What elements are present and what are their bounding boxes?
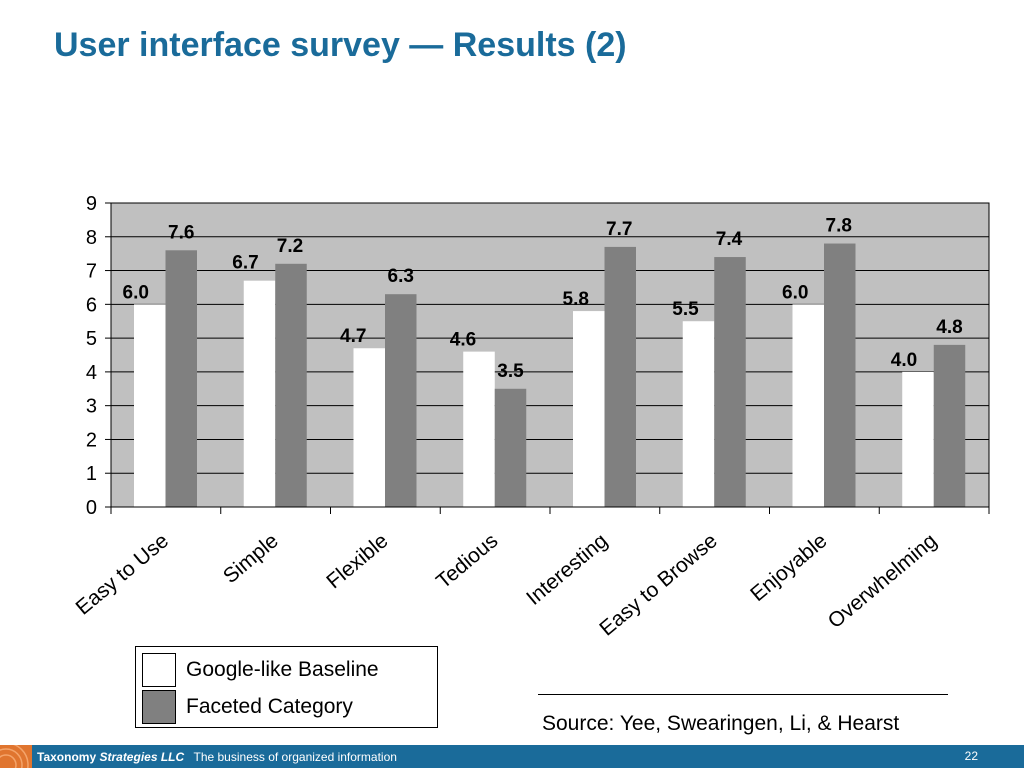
- y-tick-label-3: 3: [86, 396, 97, 418]
- bar-1-1: [275, 263, 307, 507]
- y-tick-label-9: 9: [86, 193, 97, 215]
- bar-1-5: [714, 257, 746, 507]
- legend-label-faceted: Faceted Category: [186, 695, 353, 718]
- data-label-0-1: 6.7: [232, 253, 258, 274]
- bar-0-1: [243, 280, 276, 507]
- source-citation: Source: Yee, Swearingen, Li, & Hearst: [542, 712, 900, 735]
- slide-title: User interface survey — Results (2): [54, 26, 627, 64]
- bar-1-3: [494, 388, 527, 507]
- x-tick-label-1: Simple: [219, 529, 283, 588]
- x-tick-label-4: Interesting: [522, 529, 612, 610]
- legend-item-faceted: Faceted Category: [142, 690, 353, 724]
- company-logo-icon: [0, 745, 32, 768]
- data-label-1-5: 7.4: [716, 229, 743, 250]
- bar-1-4: [604, 246, 636, 507]
- footer-bar: Taxonomy Strategies LLC The business of …: [0, 745, 1024, 768]
- bar-0-4: [573, 311, 605, 507]
- x-tick-label-2: Flexible: [322, 529, 392, 593]
- data-label-0-0: 6.0: [123, 282, 149, 303]
- y-tick-label-7: 7: [86, 261, 97, 283]
- y-tick-label-4: 4: [86, 362, 97, 384]
- data-label-1-1: 7.2: [277, 236, 303, 257]
- plot-area: [110, 202, 990, 508]
- bar-0-2: [353, 348, 385, 507]
- y-tick-label-5: 5: [86, 328, 97, 350]
- legend-label-baseline: Google-like Baseline: [186, 658, 379, 681]
- y-tick-label-6: 6: [86, 294, 97, 316]
- data-label-1-0: 7.6: [168, 222, 194, 243]
- chart-legend: Google-like Baseline Faceted Category: [135, 646, 438, 728]
- bar-0-0: [134, 304, 166, 507]
- x-tick-label-3: Tedious: [432, 529, 502, 593]
- data-label-0-5: 5.5: [672, 299, 699, 320]
- x-tick-label-0: Easy to Use: [72, 529, 174, 619]
- y-tick-label-0: 0: [86, 497, 97, 519]
- footer-tagline: The business of organized information: [193, 750, 397, 764]
- data-label-1-4: 7.7: [606, 219, 632, 240]
- legend-swatch-baseline: [142, 653, 176, 687]
- bar-1-2: [385, 294, 417, 507]
- legend-item-baseline: Google-like Baseline: [142, 653, 379, 687]
- bar-0-6: [792, 304, 824, 507]
- bar-1-0: [165, 250, 197, 508]
- bar-0-3: [463, 351, 495, 507]
- data-label-0-3: 4.6: [450, 330, 476, 351]
- bar-1-7: [933, 344, 966, 507]
- x-tick-label-5: Easy to Browse: [595, 529, 722, 640]
- footer-brand: Taxonomy: [37, 750, 97, 764]
- data-label-1-2: 6.3: [388, 266, 414, 287]
- page-number: 22: [964, 749, 978, 763]
- source-divider: [538, 694, 948, 695]
- footer-text: Taxonomy Strategies LLC The business of …: [37, 750, 397, 764]
- data-label-1-7: 4.8: [936, 317, 962, 338]
- data-label-0-2: 4.7: [340, 326, 366, 347]
- x-tick-label-7: Overwhelming: [824, 529, 942, 633]
- x-tick-label-6: Enjoyable: [746, 529, 831, 606]
- data-label-0-6: 6.0: [782, 282, 808, 303]
- data-label-0-7: 4.0: [891, 350, 917, 371]
- bar-0-5: [682, 321, 715, 507]
- footer-company: Strategies LLC: [99, 750, 185, 764]
- y-tick-label-2: 2: [86, 429, 97, 451]
- bar-0-7: [902, 371, 934, 507]
- data-label-1-6: 7.8: [826, 216, 852, 237]
- y-tick-label-8: 8: [86, 227, 97, 249]
- y-tick-label-1: 1: [86, 463, 97, 485]
- legend-swatch-faceted: [142, 690, 176, 724]
- bar-chart: 0 1 2 3 4 5 6 7 8 9 6.0 6.7 4.7 4.6 5.8 5.5 6.0 4.0 7.6 7.2…: [72, 193, 990, 641]
- data-label-0-4: 5.8: [563, 289, 589, 310]
- bar-1-6: [824, 243, 856, 508]
- data-label-1-3: 3.5: [497, 361, 524, 382]
